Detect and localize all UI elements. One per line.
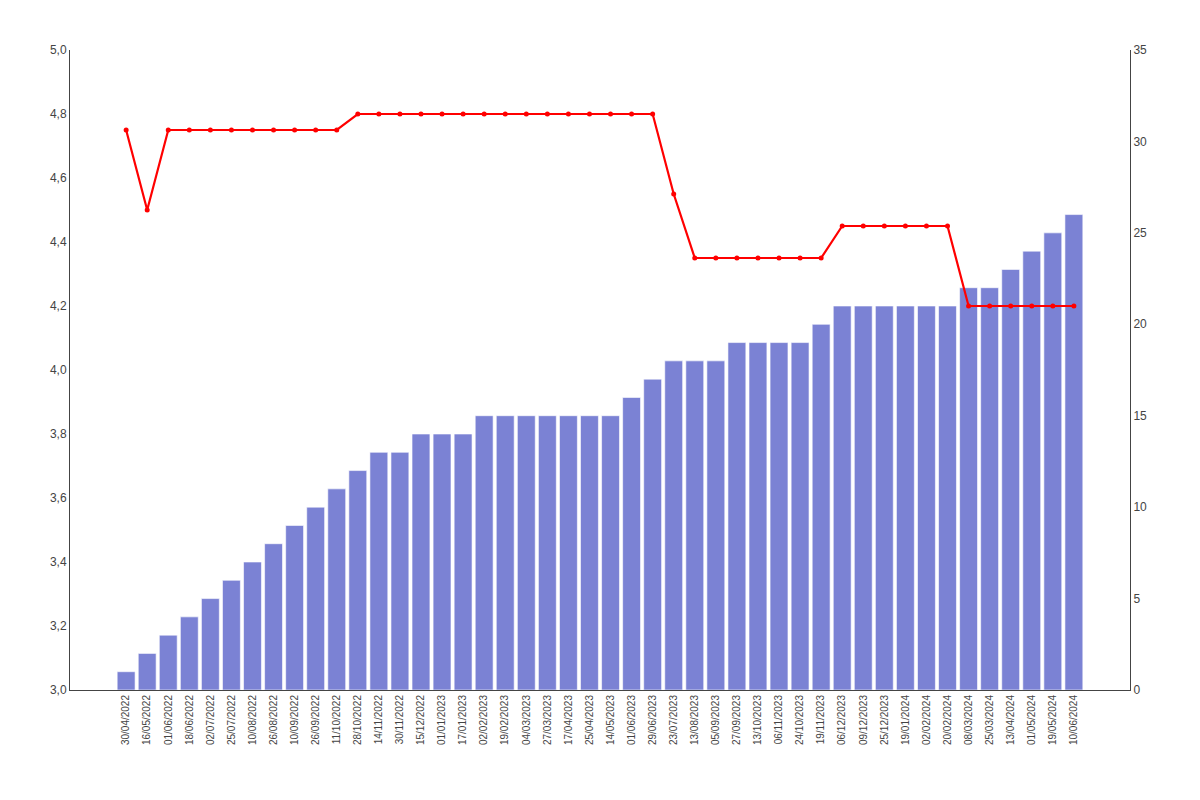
svg-text:20: 20 bbox=[1133, 317, 1147, 331]
svg-text:15/12/2022: 15/12/2022 bbox=[415, 695, 426, 745]
svg-text:27/09/2023: 27/09/2023 bbox=[731, 695, 742, 745]
svg-text:17/01/2023: 17/01/2023 bbox=[457, 695, 468, 745]
svg-text:23/07/2023: 23/07/2023 bbox=[668, 695, 679, 745]
svg-text:17/04/2023: 17/04/2023 bbox=[563, 695, 574, 745]
svg-text:16/05/2022: 16/05/2022 bbox=[141, 695, 152, 745]
svg-text:19/01/2024: 19/01/2024 bbox=[900, 695, 911, 745]
svg-text:30/11/2022: 30/11/2022 bbox=[394, 695, 405, 745]
svg-text:18/06/2022: 18/06/2022 bbox=[184, 695, 195, 745]
svg-text:10/08/2022: 10/08/2022 bbox=[247, 695, 258, 745]
svg-text:25/04/2023: 25/04/2023 bbox=[584, 695, 595, 745]
svg-text:04/03/2023: 04/03/2023 bbox=[521, 695, 532, 745]
svg-text:05/09/2023: 05/09/2023 bbox=[710, 695, 721, 745]
svg-text:10/09/2022: 10/09/2022 bbox=[289, 695, 300, 745]
svg-text:19/02/2023: 19/02/2023 bbox=[499, 695, 510, 745]
svg-text:3,0: 3,0 bbox=[50, 683, 67, 697]
svg-text:25/07/2022: 25/07/2022 bbox=[226, 695, 237, 745]
svg-text:20/02/2024: 20/02/2024 bbox=[942, 695, 953, 745]
svg-text:3,8: 3,8 bbox=[50, 427, 67, 441]
svg-text:19/05/2024: 19/05/2024 bbox=[1047, 695, 1058, 745]
svg-text:30/04/2022: 30/04/2022 bbox=[120, 695, 131, 745]
svg-text:0: 0 bbox=[1133, 683, 1140, 697]
svg-text:5,0: 5,0 bbox=[50, 43, 67, 57]
svg-text:02/02/2024: 02/02/2024 bbox=[921, 695, 932, 745]
svg-text:4,2: 4,2 bbox=[50, 299, 67, 313]
svg-text:06/11/2023: 06/11/2023 bbox=[773, 695, 784, 745]
svg-text:5: 5 bbox=[1133, 592, 1140, 606]
svg-text:4,8: 4,8 bbox=[50, 107, 67, 121]
svg-text:3,6: 3,6 bbox=[50, 491, 67, 505]
svg-text:01/05/2024: 01/05/2024 bbox=[1026, 695, 1037, 745]
svg-text:26/09/2022: 26/09/2022 bbox=[310, 695, 321, 745]
svg-text:02/07/2022: 02/07/2022 bbox=[205, 695, 216, 745]
svg-text:26/08/2022: 26/08/2022 bbox=[268, 695, 279, 745]
svg-text:01/06/2022: 01/06/2022 bbox=[163, 695, 174, 745]
svg-text:25/12/2023: 25/12/2023 bbox=[879, 695, 890, 745]
svg-text:30: 30 bbox=[1133, 135, 1147, 149]
svg-text:4,0: 4,0 bbox=[50, 363, 67, 377]
svg-text:4,4: 4,4 bbox=[50, 235, 67, 249]
svg-text:15: 15 bbox=[1133, 409, 1147, 423]
svg-text:10/06/2024: 10/06/2024 bbox=[1068, 695, 1079, 745]
svg-text:06/12/2023: 06/12/2023 bbox=[836, 695, 847, 745]
svg-text:35: 35 bbox=[1133, 43, 1147, 57]
svg-text:29/06/2023: 29/06/2023 bbox=[647, 695, 658, 745]
svg-text:4,6: 4,6 bbox=[50, 171, 67, 185]
svg-text:01/06/2023: 01/06/2023 bbox=[626, 695, 637, 745]
svg-text:28/10/2022: 28/10/2022 bbox=[352, 695, 363, 745]
svg-text:3,4: 3,4 bbox=[50, 555, 67, 569]
svg-text:13/04/2024: 13/04/2024 bbox=[1005, 695, 1016, 745]
svg-text:01/01/2023: 01/01/2023 bbox=[436, 695, 447, 745]
svg-text:14/11/2022: 14/11/2022 bbox=[373, 695, 384, 745]
svg-text:02/02/2023: 02/02/2023 bbox=[478, 695, 489, 745]
svg-text:19/11/2023: 19/11/2023 bbox=[815, 695, 826, 745]
svg-text:3,2: 3,2 bbox=[50, 619, 67, 633]
svg-text:25: 25 bbox=[1133, 226, 1147, 240]
svg-text:25/03/2024: 25/03/2024 bbox=[984, 695, 995, 745]
svg-text:14/05/2023: 14/05/2023 bbox=[605, 695, 616, 745]
svg-text:24/10/2023: 24/10/2023 bbox=[794, 695, 805, 745]
svg-text:09/12/2023: 09/12/2023 bbox=[858, 695, 869, 745]
svg-text:11/10/2022: 11/10/2022 bbox=[331, 695, 342, 745]
svg-text:13/08/2023: 13/08/2023 bbox=[689, 695, 700, 745]
svg-text:08/03/2024: 08/03/2024 bbox=[963, 695, 974, 745]
svg-text:10: 10 bbox=[1133, 500, 1147, 514]
svg-text:27/03/2023: 27/03/2023 bbox=[542, 695, 553, 745]
svg-text:13/10/2023: 13/10/2023 bbox=[752, 695, 763, 745]
